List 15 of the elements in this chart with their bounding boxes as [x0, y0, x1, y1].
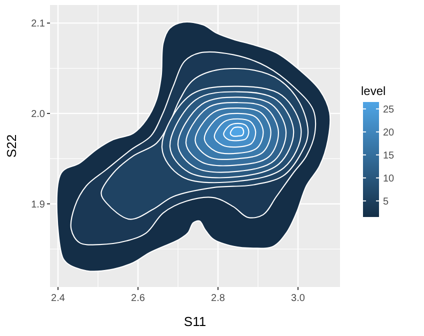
x-tick-label: 2.6 — [131, 293, 146, 304]
y-tick-label: 2.1 — [31, 18, 46, 30]
x-tick-label: 3.0 — [291, 293, 306, 304]
x-tick-label: 2.8 — [211, 293, 226, 304]
y-tick-label: 2.0 — [31, 108, 46, 120]
y-axis-title: S22 — [4, 134, 19, 158]
y-tick-label: 1.9 — [31, 199, 46, 210]
x-tick-label: 2.4 — [51, 293, 66, 304]
color-bar-title: level — [361, 84, 386, 98]
color-bar-label: 5 — [383, 196, 389, 208]
color-bar-label: 25 — [383, 104, 395, 116]
color-bar-label: 10 — [383, 173, 395, 184]
color-bar-label: 20 — [383, 127, 395, 138]
x-axis-title: S11 — [184, 314, 206, 329]
color-bar-label: 15 — [383, 150, 395, 162]
